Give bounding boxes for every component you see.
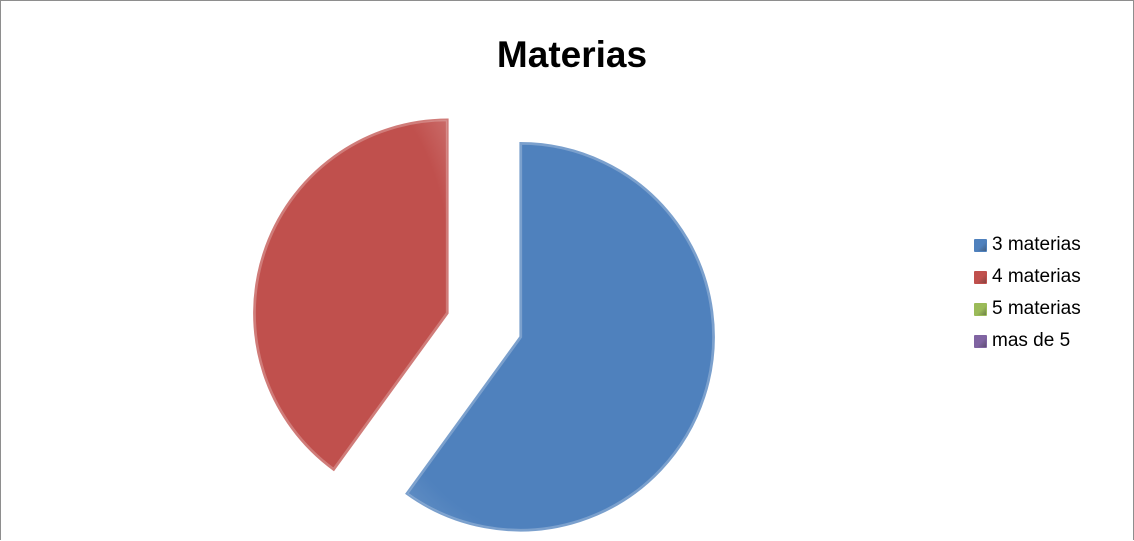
legend-swatch [974, 334, 987, 348]
pie-slice-4-materias [253, 118, 449, 472]
legend-swatch [974, 238, 987, 252]
legend-item: 5 materias [974, 293, 1081, 325]
pie-slice-bevel [403, 140, 717, 533]
legend-item: 4 materias [974, 261, 1081, 293]
legend-label: mas de 5 [992, 330, 1071, 351]
legend-label: 5 materias [992, 298, 1081, 319]
legend-swatch [974, 302, 987, 316]
pie-slice-bevel [251, 117, 450, 474]
legend-item: 3 materias [974, 229, 1081, 261]
legend-label: 4 materias [992, 266, 1081, 287]
legend-item: mas de 5 [974, 325, 1081, 357]
legend-swatch [974, 270, 987, 284]
legend-label: 3 materias [992, 234, 1081, 255]
legend: 3 materias 4 materias 5 materias mas de … [974, 229, 1081, 357]
chart-title: Materias [496, 34, 648, 75]
pie-slice-3-materias [405, 141, 715, 532]
